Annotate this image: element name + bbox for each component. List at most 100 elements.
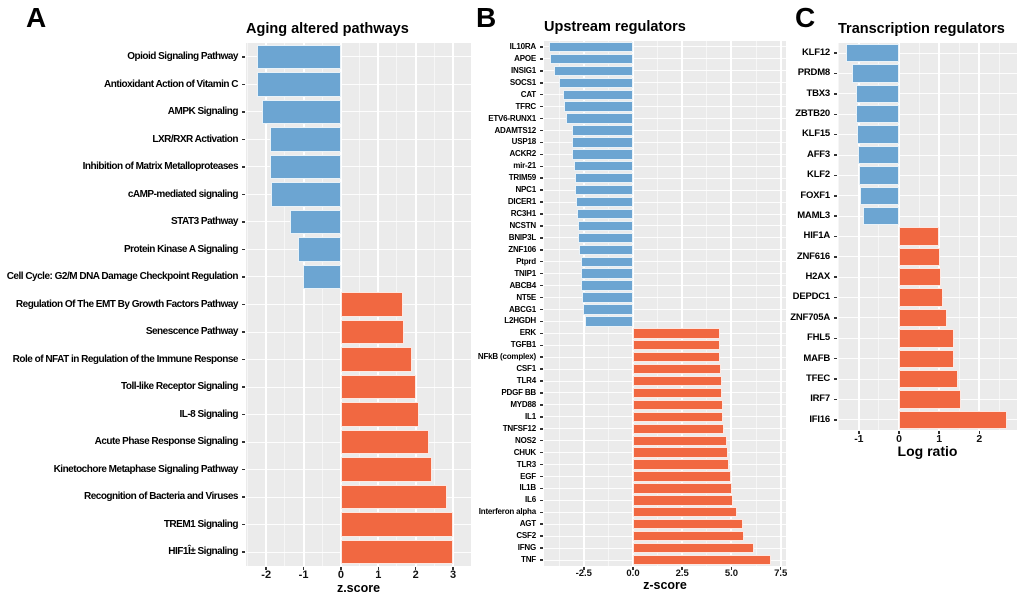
y-tick-mark <box>539 404 543 406</box>
x-axis-title-zscore-b: z-score <box>643 578 687 592</box>
x-tick-mark <box>681 567 683 570</box>
y-axis-label: MAFB <box>803 352 830 364</box>
y-tick-mark <box>539 260 543 263</box>
gridline-row <box>838 154 1017 156</box>
y-tick-mark <box>539 356 543 358</box>
gridline-row <box>544 165 786 167</box>
y-tick-mark <box>833 215 837 217</box>
y-tick-mark <box>833 337 837 340</box>
y-tick-mark <box>539 463 543 466</box>
y-axis-label: RC3H1 <box>510 209 536 219</box>
bar-negative <box>566 113 633 124</box>
y-axis-label: AGT <box>519 519 536 529</box>
y-axis-label: TFEC <box>805 372 830 384</box>
bar-negative <box>573 161 633 172</box>
bar-positive <box>633 530 745 542</box>
y-tick-mark <box>833 378 837 380</box>
bar-positive <box>340 484 448 510</box>
y-tick-mark <box>539 344 543 346</box>
y-tick-mark <box>833 419 837 421</box>
x-tick-label: 1 <box>375 569 382 581</box>
y-tick-mark <box>539 380 543 382</box>
bar-negative <box>559 77 633 88</box>
y-axis-label: TNFSF12 <box>502 423 536 433</box>
y-tick-mark <box>539 177 543 179</box>
gridline-row <box>544 213 786 215</box>
x-tick-label: 2 <box>976 433 983 445</box>
gridline-row <box>544 106 786 108</box>
bar-negative <box>846 44 899 63</box>
y-axis-label: KLF15 <box>801 128 830 140</box>
y-tick-mark <box>241 331 245 333</box>
plot-area <box>838 43 1017 430</box>
y-axis-label: ZNF705A <box>790 311 830 323</box>
x-tick-label: 0 <box>337 569 344 581</box>
bar-positive <box>899 369 958 389</box>
gridline-row <box>544 273 786 275</box>
bar-negative <box>582 292 633 303</box>
gridline-row <box>544 58 786 60</box>
y-axis-label: TFRC <box>515 101 536 111</box>
y-axis-label: ZNF106 <box>508 244 536 254</box>
bar-negative <box>852 64 899 83</box>
bar-positive <box>899 390 962 409</box>
y-tick-mark <box>241 496 245 498</box>
bar-positive <box>633 507 738 518</box>
y-axis-label: AFF3 <box>807 148 830 160</box>
gridline-major <box>779 41 782 566</box>
y-tick-mark <box>833 174 837 177</box>
gridline-row <box>544 82 786 84</box>
y-axis-label: DEPDC1 <box>792 291 831 303</box>
y-tick-mark <box>539 416 543 418</box>
gridline-row <box>544 249 786 251</box>
bar-positive <box>633 340 720 351</box>
y-axis-label: Antioxidant Action of Vitamin C <box>104 78 238 90</box>
y-axis-label: PRDM8 <box>797 67 830 79</box>
gridline-row <box>544 153 786 155</box>
y-axis-label: IL6 <box>525 495 536 505</box>
bar-positive <box>340 347 412 372</box>
y-axis-label: USP18 <box>511 137 537 147</box>
y-tick-mark <box>539 272 543 275</box>
bar-negative <box>554 65 633 76</box>
y-axis-label: FOXF1 <box>800 189 830 201</box>
x-tick-label: 5.0 <box>724 568 739 579</box>
x-tick-mark <box>632 567 634 570</box>
y-axis-label: L2HGDH <box>504 316 536 326</box>
y-axis-label: IRF7 <box>810 393 830 405</box>
bar-positive <box>633 483 733 494</box>
y-axis-label: SOCS1 <box>509 77 536 87</box>
y-axis-label: IL-8 Signaling <box>179 408 238 420</box>
y-axis-label: Regulation Of The EMT By Growth Factors … <box>15 298 239 310</box>
bar-positive <box>899 410 1007 429</box>
y-tick-mark <box>833 133 837 136</box>
y-tick-mark <box>539 117 543 120</box>
bar-positive <box>633 352 721 363</box>
bar-negative <box>550 53 633 65</box>
gridline-major <box>730 41 733 566</box>
bar-positive <box>633 542 755 554</box>
y-tick-mark <box>539 46 543 48</box>
bar-negative <box>575 196 633 208</box>
bar-negative <box>860 186 899 205</box>
bar-positive <box>899 268 942 287</box>
y-tick-mark <box>539 201 543 203</box>
y-axis-label: ERK <box>519 328 536 338</box>
y-axis-label: ADAMTS12 <box>494 125 536 135</box>
y-axis-label: TREM1 Signaling <box>163 518 239 530</box>
bar-negative <box>571 125 633 136</box>
x-tick-label: 0 <box>896 433 902 445</box>
gridline-row <box>544 320 786 322</box>
y-axis-label: TGFB1 <box>510 340 536 350</box>
y-tick-mark <box>833 398 837 401</box>
y-axis-label: TNF <box>521 555 536 565</box>
y-tick-mark <box>833 93 837 95</box>
y-axis-label: CSF1 <box>516 364 536 374</box>
y-tick-mark <box>539 213 543 215</box>
y-tick-mark <box>241 551 245 553</box>
x-tick-label: 7.5 <box>774 568 788 579</box>
y-axis-label: PDGF BB <box>501 388 536 398</box>
y-axis-label: NT5E <box>516 292 536 302</box>
bar-positive <box>340 512 454 537</box>
bar-negative <box>856 105 899 124</box>
